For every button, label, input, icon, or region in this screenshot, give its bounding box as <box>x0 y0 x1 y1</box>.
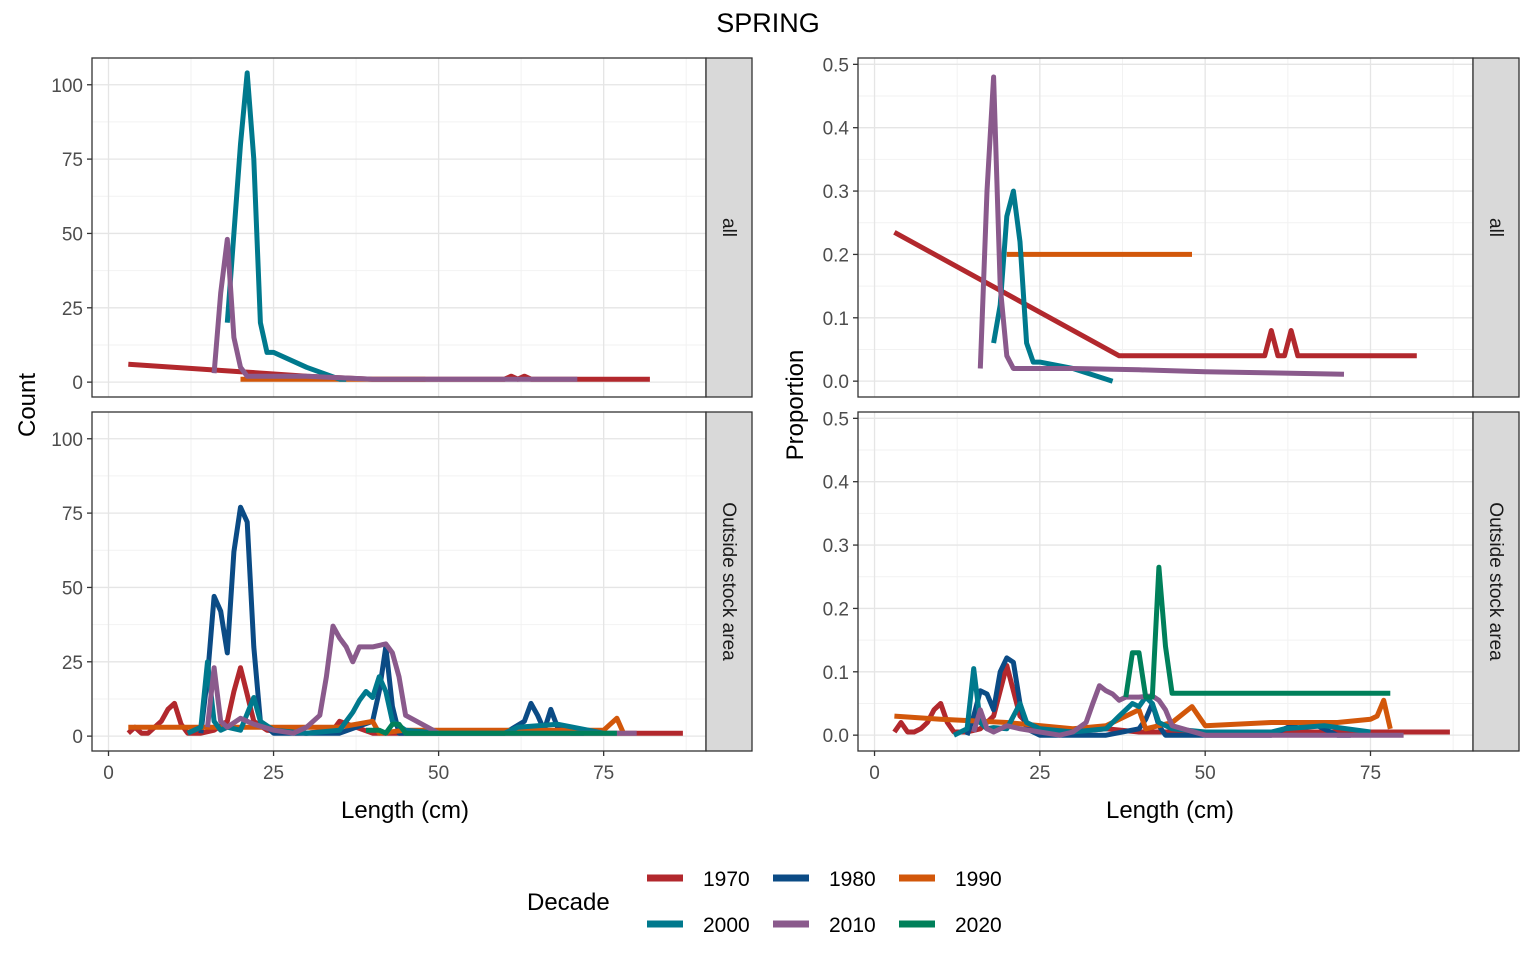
panel-proportion-outside: Outside stock area 0.0 0.1 0.2 0.3 0.4 0.5 0 25 5… <box>823 409 1520 784</box>
series-line-2000 <box>991 188 1114 384</box>
series-group <box>126 504 683 736</box>
y-tick-label: 0.5 <box>823 409 849 430</box>
facet-strip: Outside stock area <box>1472 411 1520 752</box>
y-tick-label: 25 <box>62 653 83 674</box>
facet-strip: Outside stock area <box>705 411 753 752</box>
facet-strip: all <box>705 57 753 398</box>
y-tick-label: 50 <box>62 578 83 599</box>
series-line-2000 <box>224 70 347 382</box>
y-tick-label: 0.0 <box>823 372 849 393</box>
y-tick-label: 0.3 <box>823 182 849 203</box>
series-line-2010 <box>977 74 1345 377</box>
series-line-2010 <box>971 683 1404 738</box>
legend-label: 2010 <box>829 914 876 937</box>
series-group <box>892 564 1450 738</box>
series-line-2020 <box>1123 564 1391 700</box>
facet-label: Outside stock area <box>718 502 739 661</box>
series-group <box>128 70 650 382</box>
facet-label: all <box>1485 218 1506 237</box>
x-axis: 0 25 50 75 <box>103 751 614 784</box>
y-tick-label: 75 <box>62 504 83 525</box>
legend-item-1970: 1970 <box>647 868 750 891</box>
legend: Decade 1970 1980 1990 2000 2010 2020 <box>527 868 1002 937</box>
y-tick-label: 0.5 <box>823 55 849 76</box>
panel-background <box>92 412 706 751</box>
y-tick-label: 0.2 <box>823 599 849 620</box>
y-tick-label: 0 <box>72 373 83 394</box>
legend-item-1980: 1980 <box>773 868 876 891</box>
legend-title: Decade <box>527 889 610 916</box>
panel-proportion-all: all 0.0 0.1 0.2 0.3 0.4 0.5 <box>823 55 1520 398</box>
series-line-2020 <box>366 721 617 736</box>
y-tick-label: 50 <box>62 224 83 245</box>
x-tick-label: 0 <box>869 763 880 784</box>
chart-title: SPRING <box>716 8 820 38</box>
series-line-2010 <box>211 236 578 382</box>
legend-label: 1970 <box>703 868 750 891</box>
panel-count-outside: Outside stock area 0 25 50 75 100 0 25 50 75 <box>51 411 753 784</box>
x-tick-label: 50 <box>428 763 449 784</box>
series-line-1990 <box>894 697 1393 732</box>
y-axis: 0 25 50 75 100 <box>51 430 92 748</box>
facet-label: all <box>718 218 739 237</box>
legend-item-2020: 2020 <box>899 914 1002 937</box>
facet-strip: all <box>1472 57 1520 398</box>
x-tick-label: 75 <box>1360 763 1381 784</box>
facet-strip-background <box>705 411 753 752</box>
y-tick-label: 0.1 <box>823 309 849 330</box>
panel-background <box>858 412 1473 751</box>
legend-label: 2000 <box>703 914 750 937</box>
y-axis: 0 25 50 75 100 <box>51 76 92 394</box>
panel-background <box>92 58 706 397</box>
grid <box>858 58 1473 397</box>
y-tick-label: 0 <box>72 727 83 748</box>
y-tick-label: 100 <box>51 430 83 451</box>
y-tick-label: 0.3 <box>823 536 849 557</box>
series-line-1980 <box>198 504 584 736</box>
legend-label: 1980 <box>829 868 876 891</box>
legend-item-2000: 2000 <box>647 914 750 937</box>
y-tick-label: 0.2 <box>823 245 849 266</box>
legend-item-1990: 1990 <box>899 868 1002 891</box>
series-group <box>893 74 1417 384</box>
y-tick-label: 75 <box>62 150 83 171</box>
facet-strip-background <box>705 57 753 398</box>
y-tick-label: 25 <box>62 299 83 320</box>
facet-strip-background <box>1472 57 1520 398</box>
facet-label: Outside stock area <box>1485 502 1506 661</box>
axis-titles: Count Proportion Length (cm) Length (cm) <box>14 350 1234 824</box>
y-axis-title-count: Count <box>14 373 41 437</box>
y-tick-label: 0.1 <box>823 663 849 684</box>
series-line-1970 <box>893 230 1417 359</box>
series-line-2010 <box>205 623 637 736</box>
facet-strip-background <box>1472 411 1520 752</box>
y-tick-label: 0.4 <box>823 119 850 140</box>
legend-label: 1990 <box>955 868 1002 891</box>
x-tick-label: 25 <box>263 763 284 784</box>
y-tick-label: 100 <box>51 76 83 97</box>
y-axis-title-proportion: Proportion <box>782 350 809 461</box>
y-tick-label: 0.0 <box>823 726 849 747</box>
x-tick-label: 25 <box>1029 763 1050 784</box>
legend-item-2010: 2010 <box>773 914 876 937</box>
x-tick-label: 75 <box>593 763 614 784</box>
y-tick-label: 0.4 <box>823 473 850 494</box>
x-tick-label: 50 <box>1195 763 1216 784</box>
legend-label: 2020 <box>955 914 1002 937</box>
panel-count-all: all 0 25 50 75 100 <box>51 57 753 398</box>
panel-background <box>858 58 1473 397</box>
y-axis: 0.0 0.1 0.2 0.3 0.4 0.5 <box>823 409 858 747</box>
grid <box>92 58 706 397</box>
x-tick-label: 0 <box>103 763 114 784</box>
y-axis: 0.0 0.1 0.2 0.3 0.4 0.5 <box>823 55 858 393</box>
grid <box>92 412 706 751</box>
x-axis-title-left: Length (cm) <box>341 797 469 824</box>
x-axis: 0 25 50 75 <box>869 751 1381 784</box>
x-axis-title-right: Length (cm) <box>1106 797 1234 824</box>
